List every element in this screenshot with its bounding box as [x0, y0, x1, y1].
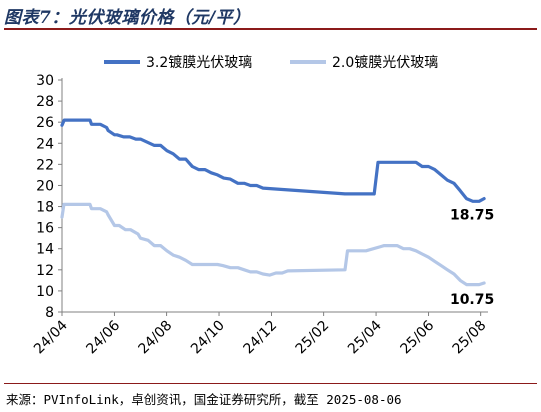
y-tick-label: 30 [36, 73, 54, 89]
y-tick-label: 8 [45, 305, 54, 321]
x-tick-label: 25/06 [398, 317, 438, 357]
series-line-2 [60, 202, 486, 287]
x-tick-label: 25/04 [345, 317, 385, 357]
y-tick-label: 16 [36, 221, 54, 237]
end-value-label-2: 10.75 [450, 292, 494, 308]
y-tick-label: 18 [36, 200, 54, 216]
x-tick-label: 24/04 [31, 317, 71, 357]
x-tick-label: 24/12 [240, 318, 280, 358]
figure-title: 图表7：光伏玻璃价格（元/平） [4, 8, 251, 28]
series-line-1 [60, 118, 486, 203]
y-tick-label: 14 [36, 242, 54, 258]
chart-legend: 3.2镀膜光伏玻璃 2.0镀膜光伏玻璃 [104, 54, 438, 71]
legend-label-2: 2.0镀膜光伏玻璃 [332, 54, 438, 71]
series-lines [60, 118, 486, 287]
x-tick-label: 25/02 [293, 318, 333, 358]
y-tick-label: 12 [36, 263, 54, 279]
y-tick-label: 24 [36, 136, 54, 152]
source-rule [4, 383, 537, 384]
x-tick-label: 24/10 [188, 318, 228, 358]
legend-label-1: 3.2镀膜光伏玻璃 [146, 54, 252, 71]
x-tick-label: 24/08 [136, 318, 176, 358]
x-tick-label: 25/08 [450, 318, 490, 358]
y-axis: 8 10 12 14 16 18 20 22 24 26 28 30 [36, 73, 63, 321]
end-value-labels: 18.75 10.75 [450, 208, 494, 308]
y-tick-label: 22 [36, 157, 54, 173]
x-tick-label: 24/06 [83, 317, 123, 357]
x-axis: 24/04 24/06 24/08 24/10 24/12 25/02 25/04 25/06… [31, 311, 490, 358]
y-tick-label: 28 [36, 94, 54, 110]
title-rule [4, 28, 537, 30]
source-note: 来源：PVInfoLink，卓创资讯，国金证券研究所，截至 2025-08-06 [6, 392, 402, 407]
y-tick-label: 26 [36, 115, 54, 131]
price-line-chart: 3.2镀膜光伏玻璃 2.0镀膜光伏玻璃 8 10 12 14 16 18 20 22 24 26 28… [31, 54, 494, 358]
end-value-label-1: 18.75 [450, 208, 494, 224]
y-tick-label: 20 [36, 178, 54, 194]
y-tick-label: 10 [36, 284, 54, 300]
